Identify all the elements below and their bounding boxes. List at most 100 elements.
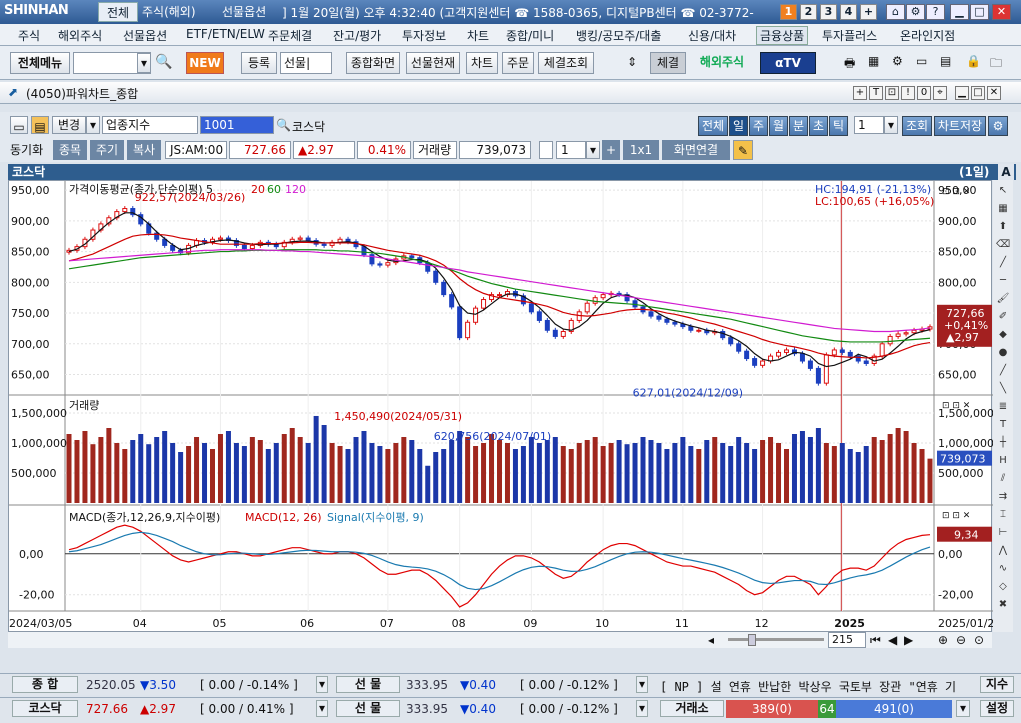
window-link-icon[interactable]: ⊡	[885, 86, 899, 100]
t-tool-icon[interactable]: T	[999, 419, 1007, 430]
power-chart[interactable]: 950,00 950,00 900,00 900,00 850,00 850,00 800,…	[9, 181, 1001, 633]
pencil-icon[interactable]: ✎	[733, 140, 753, 160]
tab-futures[interactable]: 선물옵션	[222, 5, 267, 19]
period-month-button[interactable]: 월	[769, 116, 788, 136]
menu-futures[interactable]: 선물옵션	[123, 29, 168, 43]
menu-mini[interactable]: 종합/미니	[506, 29, 555, 43]
window-i-icon[interactable]: !	[901, 86, 915, 100]
scroll-first-icon[interactable]: ⏮	[870, 633, 881, 647]
eraser-tool-icon[interactable]: ✖	[998, 599, 1008, 610]
settings-button[interactable]: 설정	[980, 700, 1014, 717]
menu-overseas-stock[interactable]: 해외주식	[58, 29, 103, 43]
panel-font-button[interactable]: A	[998, 164, 1014, 180]
home-icon[interactable]: ⌂	[886, 4, 905, 20]
bracket-tool-icon[interactable]: ⌶	[1000, 509, 1006, 520]
chart-settings-icon[interactable]: ⚙	[988, 116, 1008, 136]
change-dropdown-icon[interactable]: ▾	[86, 116, 100, 134]
period-tick-button[interactable]: 틱	[829, 116, 848, 136]
exchange-dropdown-icon[interactable]: ▾	[956, 700, 970, 717]
sync-period-button[interactable]: 주기	[90, 140, 124, 160]
zoom-count-input[interactable]: 215	[828, 632, 866, 648]
trend-tool-icon[interactable]: ╱	[999, 365, 1007, 376]
zoom-reset-icon[interactable]: ⊙	[974, 633, 985, 647]
kospi-dropdown-icon[interactable]: ▾	[316, 676, 328, 693]
settings-icon[interactable]: ⚙	[906, 4, 925, 20]
window-icon[interactable]: ▭	[916, 54, 928, 68]
screen-1-button[interactable]: 1	[780, 4, 797, 20]
alpha-tv-button[interactable]: αTV	[760, 52, 816, 74]
futures-combo[interactable]: 선물|	[280, 52, 332, 74]
menu-balance[interactable]: 잔고/평가	[333, 29, 382, 43]
tab-all[interactable]: 전체	[98, 2, 139, 22]
window-plus-icon[interactable]: +	[853, 86, 867, 100]
category-select[interactable]: 업종지수	[102, 116, 198, 134]
panel-save-icon[interactable]: ▤	[31, 116, 49, 134]
screen-4-button[interactable]: 4	[840, 4, 857, 20]
move-tool-icon[interactable]: ⬆	[998, 221, 1008, 232]
menu-banking[interactable]: 뱅킹/공모주/대출	[576, 29, 662, 43]
period-day-button[interactable]: 일	[729, 116, 748, 136]
count-dropdown-icon[interactable]: ▾	[884, 116, 898, 134]
arrow-tool-icon[interactable]: ⇉	[998, 491, 1008, 502]
window-0-icon[interactable]: 0	[917, 86, 931, 100]
range-tool-icon[interactable]: ⊢	[998, 527, 1008, 538]
print-icon[interactable]: 🖶	[844, 56, 856, 70]
kosdaq-dropdown-icon[interactable]: ▾	[316, 700, 328, 717]
line-tool-icon[interactable]: ╱	[999, 257, 1007, 268]
scroll-prev-icon[interactable]: ◀	[888, 633, 898, 647]
more-icon[interactable]: ⇕	[627, 55, 638, 69]
zoom-out-icon[interactable]: ⊖	[956, 633, 967, 647]
change-button[interactable]: 변경	[52, 116, 86, 134]
menu-etf[interactable]: ETF/ETN/ELW	[186, 27, 265, 41]
fan-tool-icon[interactable]: ⋀	[998, 545, 1008, 556]
query-button[interactable]: 조회	[902, 116, 932, 136]
order-button[interactable]: 주문	[502, 52, 534, 74]
window-pin-icon[interactable]: ⌖	[933, 86, 947, 100]
calculator-icon[interactable]: ▦	[868, 54, 880, 68]
screen-2-button[interactable]: 2	[800, 4, 817, 20]
brush-tool-icon[interactable]: ✐	[998, 311, 1008, 322]
compare-checkbox[interactable]	[539, 141, 553, 159]
cross-tool-icon[interactable]: ┼	[999, 437, 1007, 448]
fill-query-button[interactable]: 체결조회	[538, 52, 594, 74]
window-close-icon[interactable]: ✕	[987, 86, 1001, 100]
grid-tool-icon[interactable]: ▦	[998, 203, 1008, 214]
code-input[interactable]: 1001	[200, 116, 274, 134]
chart-button[interactable]: 차트	[466, 52, 498, 74]
overseas-stock-link[interactable]: 해외주식	[699, 55, 745, 69]
zoom-handle[interactable]	[748, 634, 756, 646]
all-menu-button[interactable]: 전체메뉴	[10, 52, 70, 74]
period-week-button[interactable]: 주	[749, 116, 768, 136]
paint-tool-icon[interactable]: 🖌	[996, 293, 1010, 304]
menu-invest-info[interactable]: 투자정보	[402, 29, 447, 43]
fill-button[interactable]: 체결	[650, 52, 686, 74]
scroll-left-icon[interactable]: ◂	[708, 633, 715, 647]
panel-toggle-icon[interactable]: ▭	[10, 116, 28, 134]
chart-count-dropdown-icon[interactable]: ▾	[586, 141, 600, 159]
futures-dropdown-icon[interactable]: ▾	[636, 676, 648, 693]
screen-3-button[interactable]: 3	[820, 4, 837, 20]
sync-copy-button[interactable]: 복사	[127, 140, 161, 160]
chevron-down-icon[interactable]: ▾	[137, 53, 151, 73]
cursor-icon[interactable]: ↖	[998, 185, 1008, 196]
chart-save-button[interactable]: 차트저장	[934, 116, 986, 136]
help-icon[interactable]: ?	[926, 4, 945, 20]
zoom-in-icon[interactable]: ⊕	[938, 633, 949, 647]
period-all-button[interactable]: 전체	[698, 116, 728, 136]
menu-chart[interactable]: 차트	[467, 29, 490, 43]
window-t-icon[interactable]: T	[869, 86, 883, 100]
search-icon[interactable]: 🔍	[155, 54, 173, 70]
maximize-icon[interactable]: □	[970, 4, 989, 20]
h-tool-icon[interactable]: H	[999, 455, 1007, 466]
pattern-tool-icon[interactable]: ◇	[999, 581, 1007, 592]
combined-screen-button[interactable]: 종합화면	[346, 52, 400, 74]
menu-invest-plus[interactable]: 투자플러스	[822, 29, 878, 43]
sync-item-button[interactable]: 종목	[53, 140, 87, 160]
news-ticker[interactable]: [ NP ] 설 연휴 반납한 박상우 국토부 장관 "연휴 기	[660, 680, 957, 694]
add-screen-button[interactable]: +	[860, 4, 877, 20]
menu-credit[interactable]: 신용/대차	[688, 29, 737, 43]
index-button[interactable]: 지수	[980, 676, 1014, 693]
menu-order[interactable]: 주문체결	[268, 29, 313, 43]
hline-tool-icon[interactable]: ─	[999, 275, 1007, 286]
period-minute-button[interactable]: 분	[789, 116, 808, 136]
